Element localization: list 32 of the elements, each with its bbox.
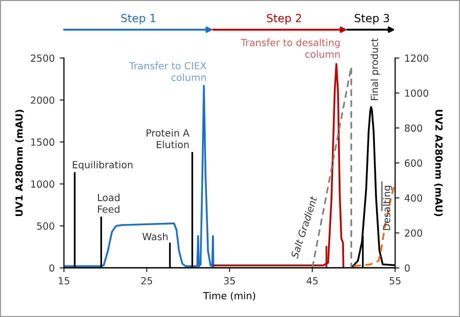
y2-tick-label: 800 — [404, 124, 422, 132]
y2-axis-title: UV2 A280nm (mAU) — [434, 110, 443, 216]
y2-tick-label: 200 — [404, 229, 422, 237]
annotation: Equilibration — [72, 160, 132, 170]
y-tick-label: 1500 — [31, 138, 54, 146]
y-tick-label: 2500 — [30, 54, 54, 62]
x-tick-label: 55 — [390, 277, 400, 284]
x-tick-label: 25 — [141, 277, 152, 284]
y2-tick-label: 0 — [404, 264, 410, 272]
y2-tick-label: 600 — [404, 159, 422, 167]
y-tick-label: 0 — [49, 264, 54, 272]
y-axis-title: UV1 A280nm (mAU) — [15, 110, 24, 216]
annotation: Final product — [370, 38, 380, 100]
y2-tick-label: 1200 — [405, 54, 428, 62]
annotation: Protein A Elution — [146, 129, 190, 148]
x-tick-label: 35 — [224, 277, 235, 284]
y-tick-label: 500 — [37, 222, 54, 230]
y-tick-label: 2000 — [30, 96, 54, 104]
x-axis-title: Time (min) — [203, 292, 256, 301]
annotation: Transfer to desalting column — [240, 38, 340, 58]
y-tick-label: 1000 — [31, 180, 54, 188]
text: Step 1 — [121, 14, 156, 24]
text: Step 3 — [354, 14, 390, 24]
x-tick-label: 15 — [58, 277, 70, 284]
annotation: Load Feed — [98, 194, 120, 213]
y2-tick-label: 1000 — [405, 89, 428, 97]
annotation: Wash — [142, 232, 168, 240]
text: Step 2 — [266, 14, 302, 24]
x-tick-label: 45 — [306, 277, 318, 284]
y2-tick-label: 400 — [404, 194, 422, 202]
annotation: Transfer to CIEX column — [129, 62, 206, 82]
annotation: Desalting — [382, 186, 392, 230]
